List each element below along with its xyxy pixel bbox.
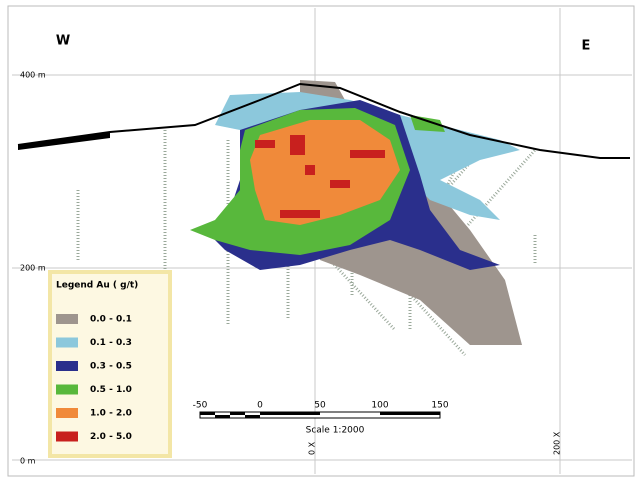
block-model — [190, 80, 522, 345]
elevation-label: 0 m — [20, 457, 36, 466]
scale-tick-label: 150 — [431, 401, 448, 411]
scale-bar-segment — [230, 412, 245, 415]
legend-title: Legend Au ( g/t) — [56, 281, 138, 291]
legend-label: 0.0 - 0.1 — [90, 315, 132, 325]
legend-label: 0.1 - 0.3 — [90, 338, 132, 348]
grade-zone — [250, 120, 400, 225]
elevation-label: 200 m — [20, 264, 46, 273]
legend-label: 0.5 - 1.0 — [90, 385, 132, 395]
scale-bar: Scale 1:2000 -50 0 50 100 150 — [193, 401, 449, 436]
grade-zone — [350, 150, 385, 158]
legend-swatch — [56, 408, 78, 418]
easting-label: 200 X — [553, 431, 562, 455]
legend-swatch — [56, 337, 78, 348]
legend-swatch — [56, 431, 78, 442]
legend-label: 2.0 - 5.0 — [90, 432, 132, 442]
legend-swatch — [56, 314, 78, 324]
legend-label: 0.3 - 0.5 — [90, 362, 132, 372]
legend-swatch — [56, 384, 78, 395]
scale-bar-segment — [260, 412, 320, 415]
elevation-label: 400 m — [20, 71, 46, 80]
grade-zone — [410, 115, 445, 132]
scale-label: Scale 1:2000 — [306, 426, 365, 436]
grade-zone — [290, 135, 305, 155]
legend: Legend Au ( g/t) 0.0 - 0.1 0.1 - 0.3 0.3 -… — [48, 270, 172, 458]
scale-tick-label: 50 — [314, 401, 326, 411]
legend-swatch — [56, 361, 78, 371]
scale-tick-label: 0 — [257, 401, 263, 411]
topography — [18, 132, 110, 150]
scale-bar-segment — [200, 412, 215, 415]
grade-zone — [305, 165, 315, 175]
legend-label: 1.0 - 2.0 — [90, 409, 132, 419]
scale-tick-label: -50 — [193, 401, 208, 411]
scale-bar-segment — [215, 415, 230, 418]
grade-zone — [255, 140, 275, 148]
easting-label: 0 X — [308, 441, 317, 455]
grade-zone — [330, 180, 350, 188]
scale-tick-label: 100 — [371, 401, 388, 411]
scale-bar-segment — [245, 415, 260, 418]
scale-bar-segment — [380, 412, 440, 415]
topography — [17, 82, 630, 159]
grade-zone — [280, 210, 320, 218]
west-label: W — [56, 34, 70, 49]
east-label: E — [582, 39, 591, 54]
